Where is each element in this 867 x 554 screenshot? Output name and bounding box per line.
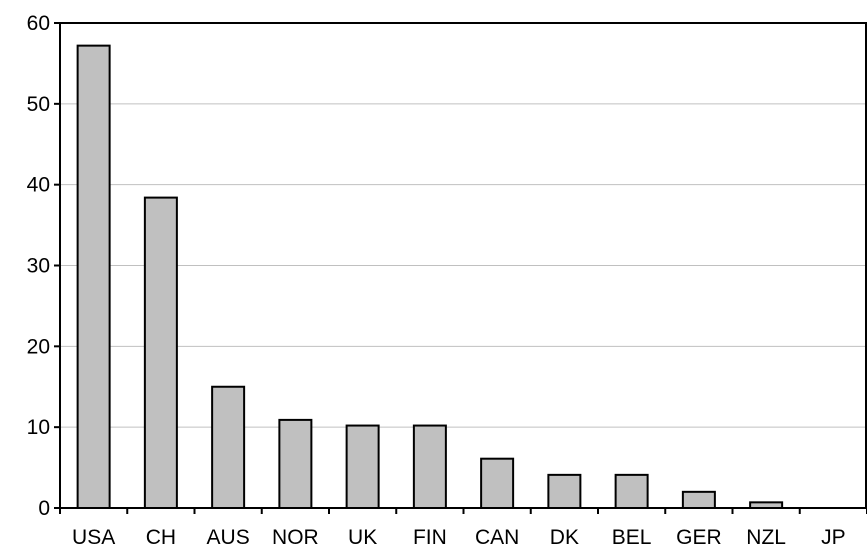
y-tick-label: 60 <box>27 12 50 35</box>
bar-ch <box>143 196 178 509</box>
bar-uk <box>345 424 380 509</box>
y-tick-labels: 0 10 20 30 40 50 60 <box>27 12 50 520</box>
x-tick-label-aus: AUS <box>207 526 250 549</box>
x-tick-label-can: CAN <box>475 526 519 549</box>
bar-aus <box>211 385 246 509</box>
x-tick-label-fin: FIN <box>413 526 447 549</box>
x-tick-label-nzl: NZL <box>746 526 786 549</box>
bars <box>76 44 784 510</box>
bar-bel <box>614 473 649 510</box>
x-tick-labels: USA CH AUS NOR UK FIN CAN DK BEL GER NZL JP <box>72 526 846 549</box>
x-tick-label-bel: BEL <box>612 526 652 549</box>
bar-nor <box>278 418 313 509</box>
x-tick-label-ger: GER <box>676 526 722 549</box>
x-tick-label-dk: DK <box>550 526 579 549</box>
bar-ger <box>681 490 716 510</box>
bar-can <box>480 457 515 510</box>
y-tick-label: 40 <box>27 174 50 197</box>
x-tick-label-ch: CH <box>146 526 176 549</box>
x-tick-label-nor: NOR <box>272 526 319 549</box>
bar-usa <box>76 44 111 510</box>
y-tick-label: 30 <box>27 255 50 278</box>
axes <box>54 22 867 514</box>
bar-dk <box>547 473 582 510</box>
x-tick-label-usa: USA <box>72 526 115 549</box>
y-tick-label: 20 <box>27 335 50 358</box>
bar-fin <box>412 424 447 509</box>
y-tick-label: 10 <box>27 416 50 439</box>
y-tick-label: 50 <box>27 93 50 116</box>
x-tick-label-uk: UK <box>348 526 377 549</box>
x-tick-label-jp: JP <box>821 526 846 549</box>
y-tick-label: 0 <box>38 497 50 520</box>
